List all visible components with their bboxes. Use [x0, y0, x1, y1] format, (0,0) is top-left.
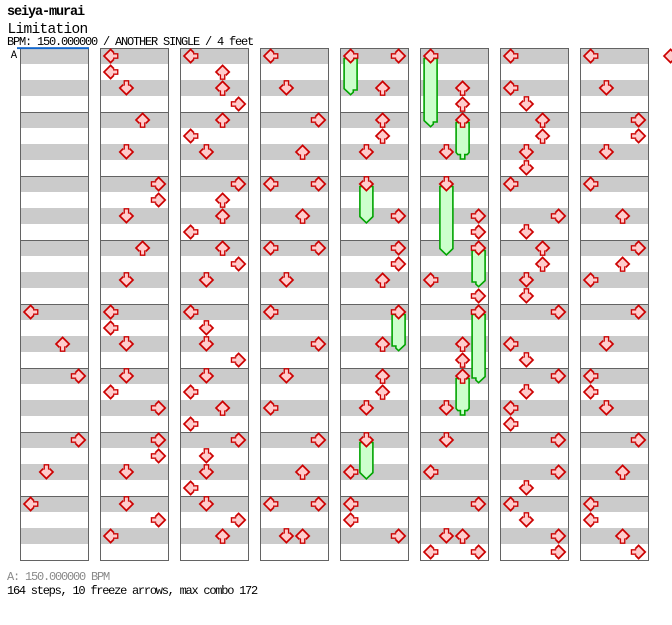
svg-text:BPM: 150.000000 / ANOTHER SING: BPM: 150.000000 / ANOTHER SINGLE / 4 fee…	[7, 35, 253, 49]
svg-text:A: 150.000000 BPM: A: 150.000000 BPM	[7, 570, 110, 584]
svg-text:Limitation: Limitation	[8, 22, 88, 38]
svg-text:164 steps, 10 freeze arrows, m: 164 steps, 10 freeze arrows, max combo 1…	[7, 584, 258, 598]
svg-text:seiya-murai: seiya-murai	[7, 5, 85, 20]
svg-text:A: A	[11, 50, 18, 62]
